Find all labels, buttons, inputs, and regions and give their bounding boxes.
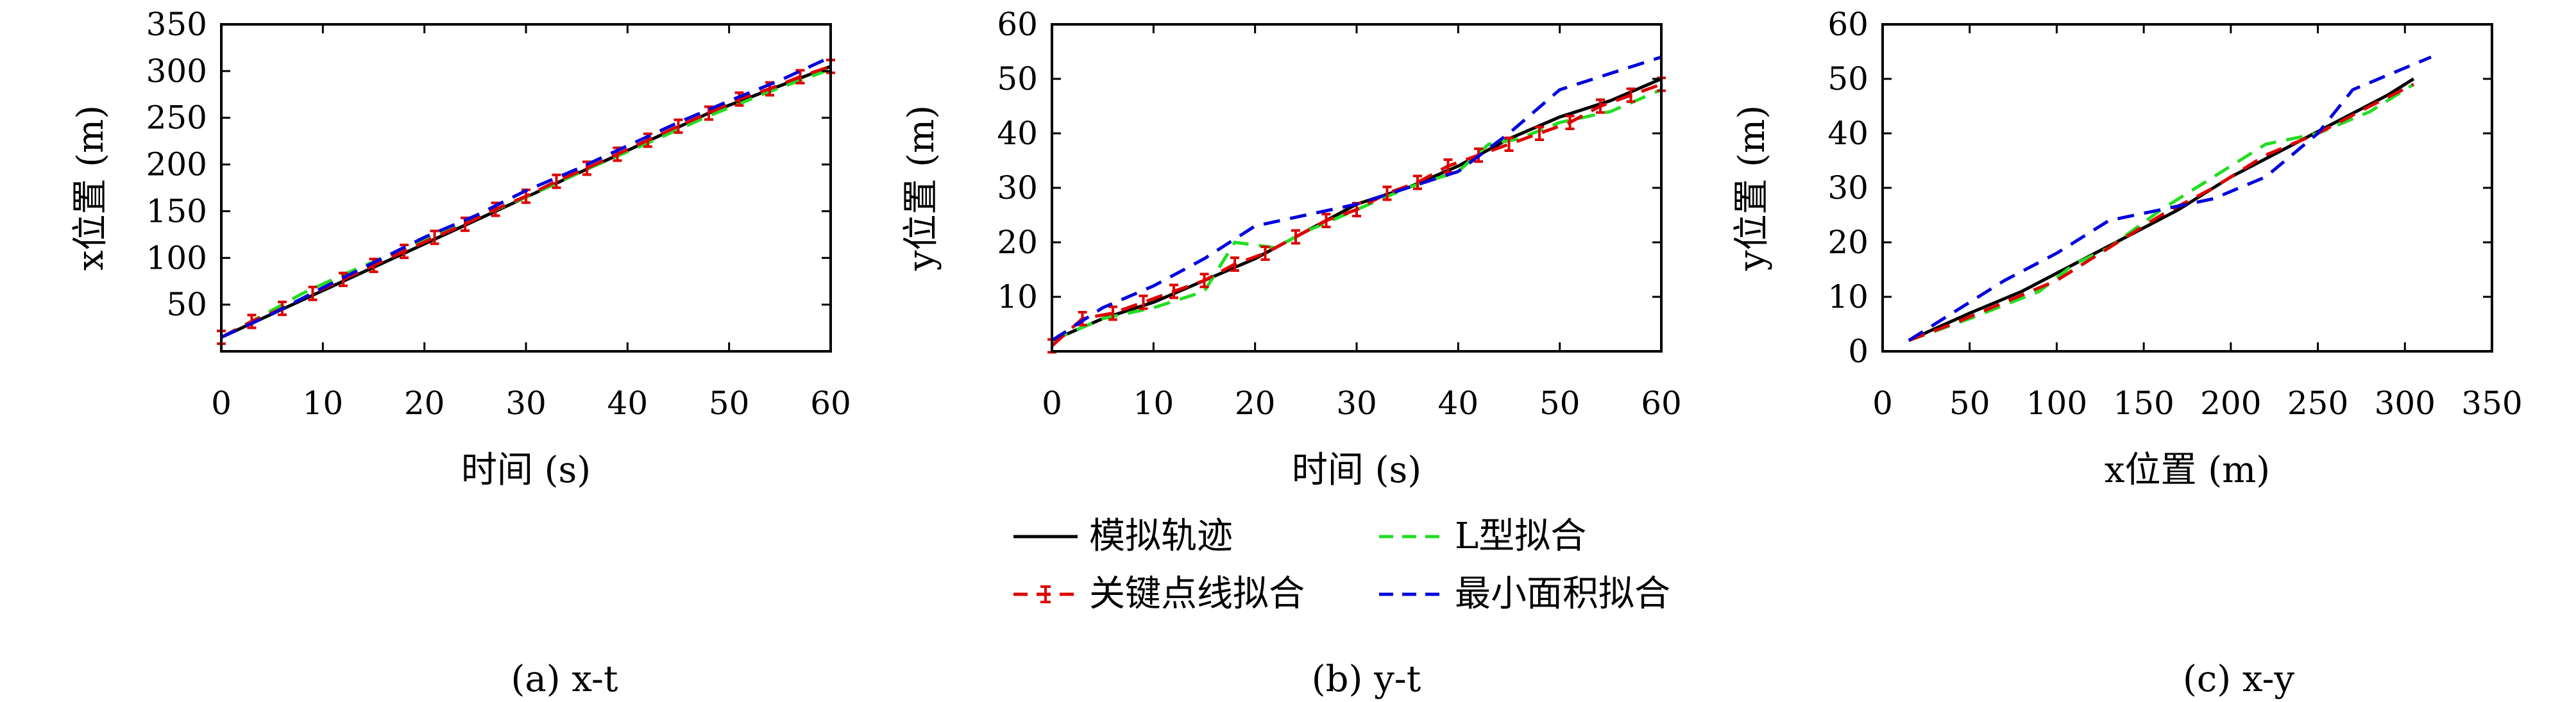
y-tick-label: 40	[1827, 115, 1868, 152]
y-tick-label: 20	[997, 224, 1038, 261]
subfigure-caption: (b) y-t	[1312, 658, 1421, 700]
x-axis-label: 时间 (s)	[461, 449, 591, 491]
y-tick-label: 50	[997, 60, 1038, 97]
y-tick-label: 50	[1827, 60, 1868, 97]
plot-frame	[220, 23, 832, 353]
chart-panel-2: 0 10 20 30 40 50 60 10 20 30 40 50 60 时间 (s) y位置 (m) (b…	[901, 6, 1682, 700]
y-tick-label: 60	[1827, 6, 1868, 43]
errorbar-point	[1139, 294, 1148, 310]
x-tick-label: 0	[211, 385, 232, 422]
y-tick-label: 60	[997, 6, 1038, 43]
errorbar-point	[1108, 305, 1117, 321]
x-tick-label: 60	[810, 385, 851, 422]
y-tick-label: 10	[1827, 278, 1868, 315]
x-tick-label: 250	[2287, 385, 2348, 422]
y-tick-label: 10	[997, 278, 1038, 315]
y-axis-label: y位置 (m)	[901, 105, 942, 271]
errorbar-point	[552, 173, 561, 189]
y-tick-label: 30	[1827, 169, 1868, 206]
plot-frame	[1881, 23, 2493, 353]
errorbar-point	[1535, 126, 1544, 141]
x-tick-label: 50	[1949, 385, 1990, 422]
y-tick-label: 100	[146, 239, 207, 276]
legend-label: 最小面积拟合	[1455, 573, 1670, 615]
y-tick-label: 50	[166, 286, 207, 323]
x-tick-label: 10	[1133, 385, 1174, 422]
chart-panel-1: 0 10 20 30 40 50 60 50 100 150 200 250 300 350 时间 (s) x…	[70, 6, 851, 700]
errorbar-point	[1199, 272, 1209, 288]
errorbar-point	[1169, 283, 1178, 299]
series-line-4	[1908, 55, 2432, 342]
errorbar-point	[1596, 98, 1605, 114]
x-tick-label: 50	[709, 385, 750, 422]
errorbar-point	[1321, 213, 1331, 228]
legend-label: 模拟轨迹	[1089, 515, 1233, 557]
series-line-4	[220, 55, 832, 339]
x-axis-label: 时间 (s)	[1292, 449, 1421, 491]
subfigure-caption: (a) x-t	[511, 658, 618, 700]
x-tick-label: 40	[1438, 385, 1479, 422]
legend-item: 模拟轨迹	[1013, 515, 1233, 557]
legend-item: 最小面积拟合	[1379, 573, 1670, 615]
x-tick-label: 30	[505, 385, 547, 422]
errorbar-point	[1260, 246, 1270, 261]
y-tick-label: 30	[997, 169, 1038, 206]
y-tick-label: 300	[146, 53, 207, 90]
errorbar-point	[1230, 256, 1239, 272]
series-line-3	[1908, 83, 2415, 342]
x-tick-label: 40	[607, 385, 648, 422]
x-tick-label: 50	[1539, 385, 1580, 422]
y-axis-label: y位置 (m)	[1731, 105, 1773, 271]
errorbar-point	[247, 313, 257, 330]
y-tick-label: 20	[1827, 224, 1868, 261]
y-tick-label: 250	[146, 99, 207, 137]
y-tick-label: 350	[146, 6, 207, 43]
y-tick-label: 0	[1848, 333, 1868, 370]
errorbar-point	[1382, 185, 1392, 201]
errorbar-point	[1078, 311, 1087, 326]
series-line-2	[1908, 83, 2415, 342]
errorbar-point	[674, 118, 683, 134]
y-tick-label: 40	[997, 115, 1038, 152]
errorbar-point	[1504, 137, 1514, 152]
y-tick-label: 200	[146, 146, 207, 183]
errorbar-point	[734, 91, 744, 107]
errorbar-point	[1291, 229, 1300, 245]
x-axis-label: x位置 (m)	[2105, 449, 2270, 491]
series-line-4	[1051, 55, 1662, 342]
errorbar-point	[308, 285, 318, 301]
subfigure-caption: (c) x-y	[2183, 658, 2294, 700]
chart-panel-3: 0 50 100 150 200 250 300 350 0 10 20 30 40 50 60 x位置 (m…	[1731, 6, 2523, 700]
x-tick-label: 60	[1641, 385, 1682, 422]
x-tick-label: 0	[1872, 385, 1893, 422]
x-tick-label: 20	[1235, 385, 1276, 422]
y-axis-label: x位置 (m)	[70, 105, 112, 271]
x-tick-label: 100	[2026, 385, 2087, 422]
errorbar-point	[430, 230, 439, 246]
errorbar-point	[1565, 115, 1575, 130]
x-tick-label: 10	[303, 385, 344, 422]
legend-item: L型拟合	[1379, 515, 1586, 557]
x-tick-label: 350	[2461, 385, 2522, 422]
series-line-1	[1908, 77, 2415, 342]
x-tick-label: 200	[2200, 385, 2261, 422]
legend-item: 关键点线拟合	[1013, 573, 1305, 615]
legend-label: 关键点线拟合	[1089, 573, 1305, 615]
x-tick-label: 20	[404, 385, 445, 422]
x-tick-label: 300	[2375, 385, 2436, 422]
x-tick-label: 0	[1042, 385, 1062, 422]
legend-label: L型拟合	[1455, 515, 1586, 557]
y-tick-label: 150	[146, 192, 207, 230]
errorbar-point	[1626, 87, 1636, 103]
errorbar-point	[795, 69, 805, 85]
x-tick-label: 30	[1336, 385, 1377, 422]
x-tick-label: 150	[2113, 385, 2174, 422]
errorbar-point	[1413, 174, 1422, 190]
